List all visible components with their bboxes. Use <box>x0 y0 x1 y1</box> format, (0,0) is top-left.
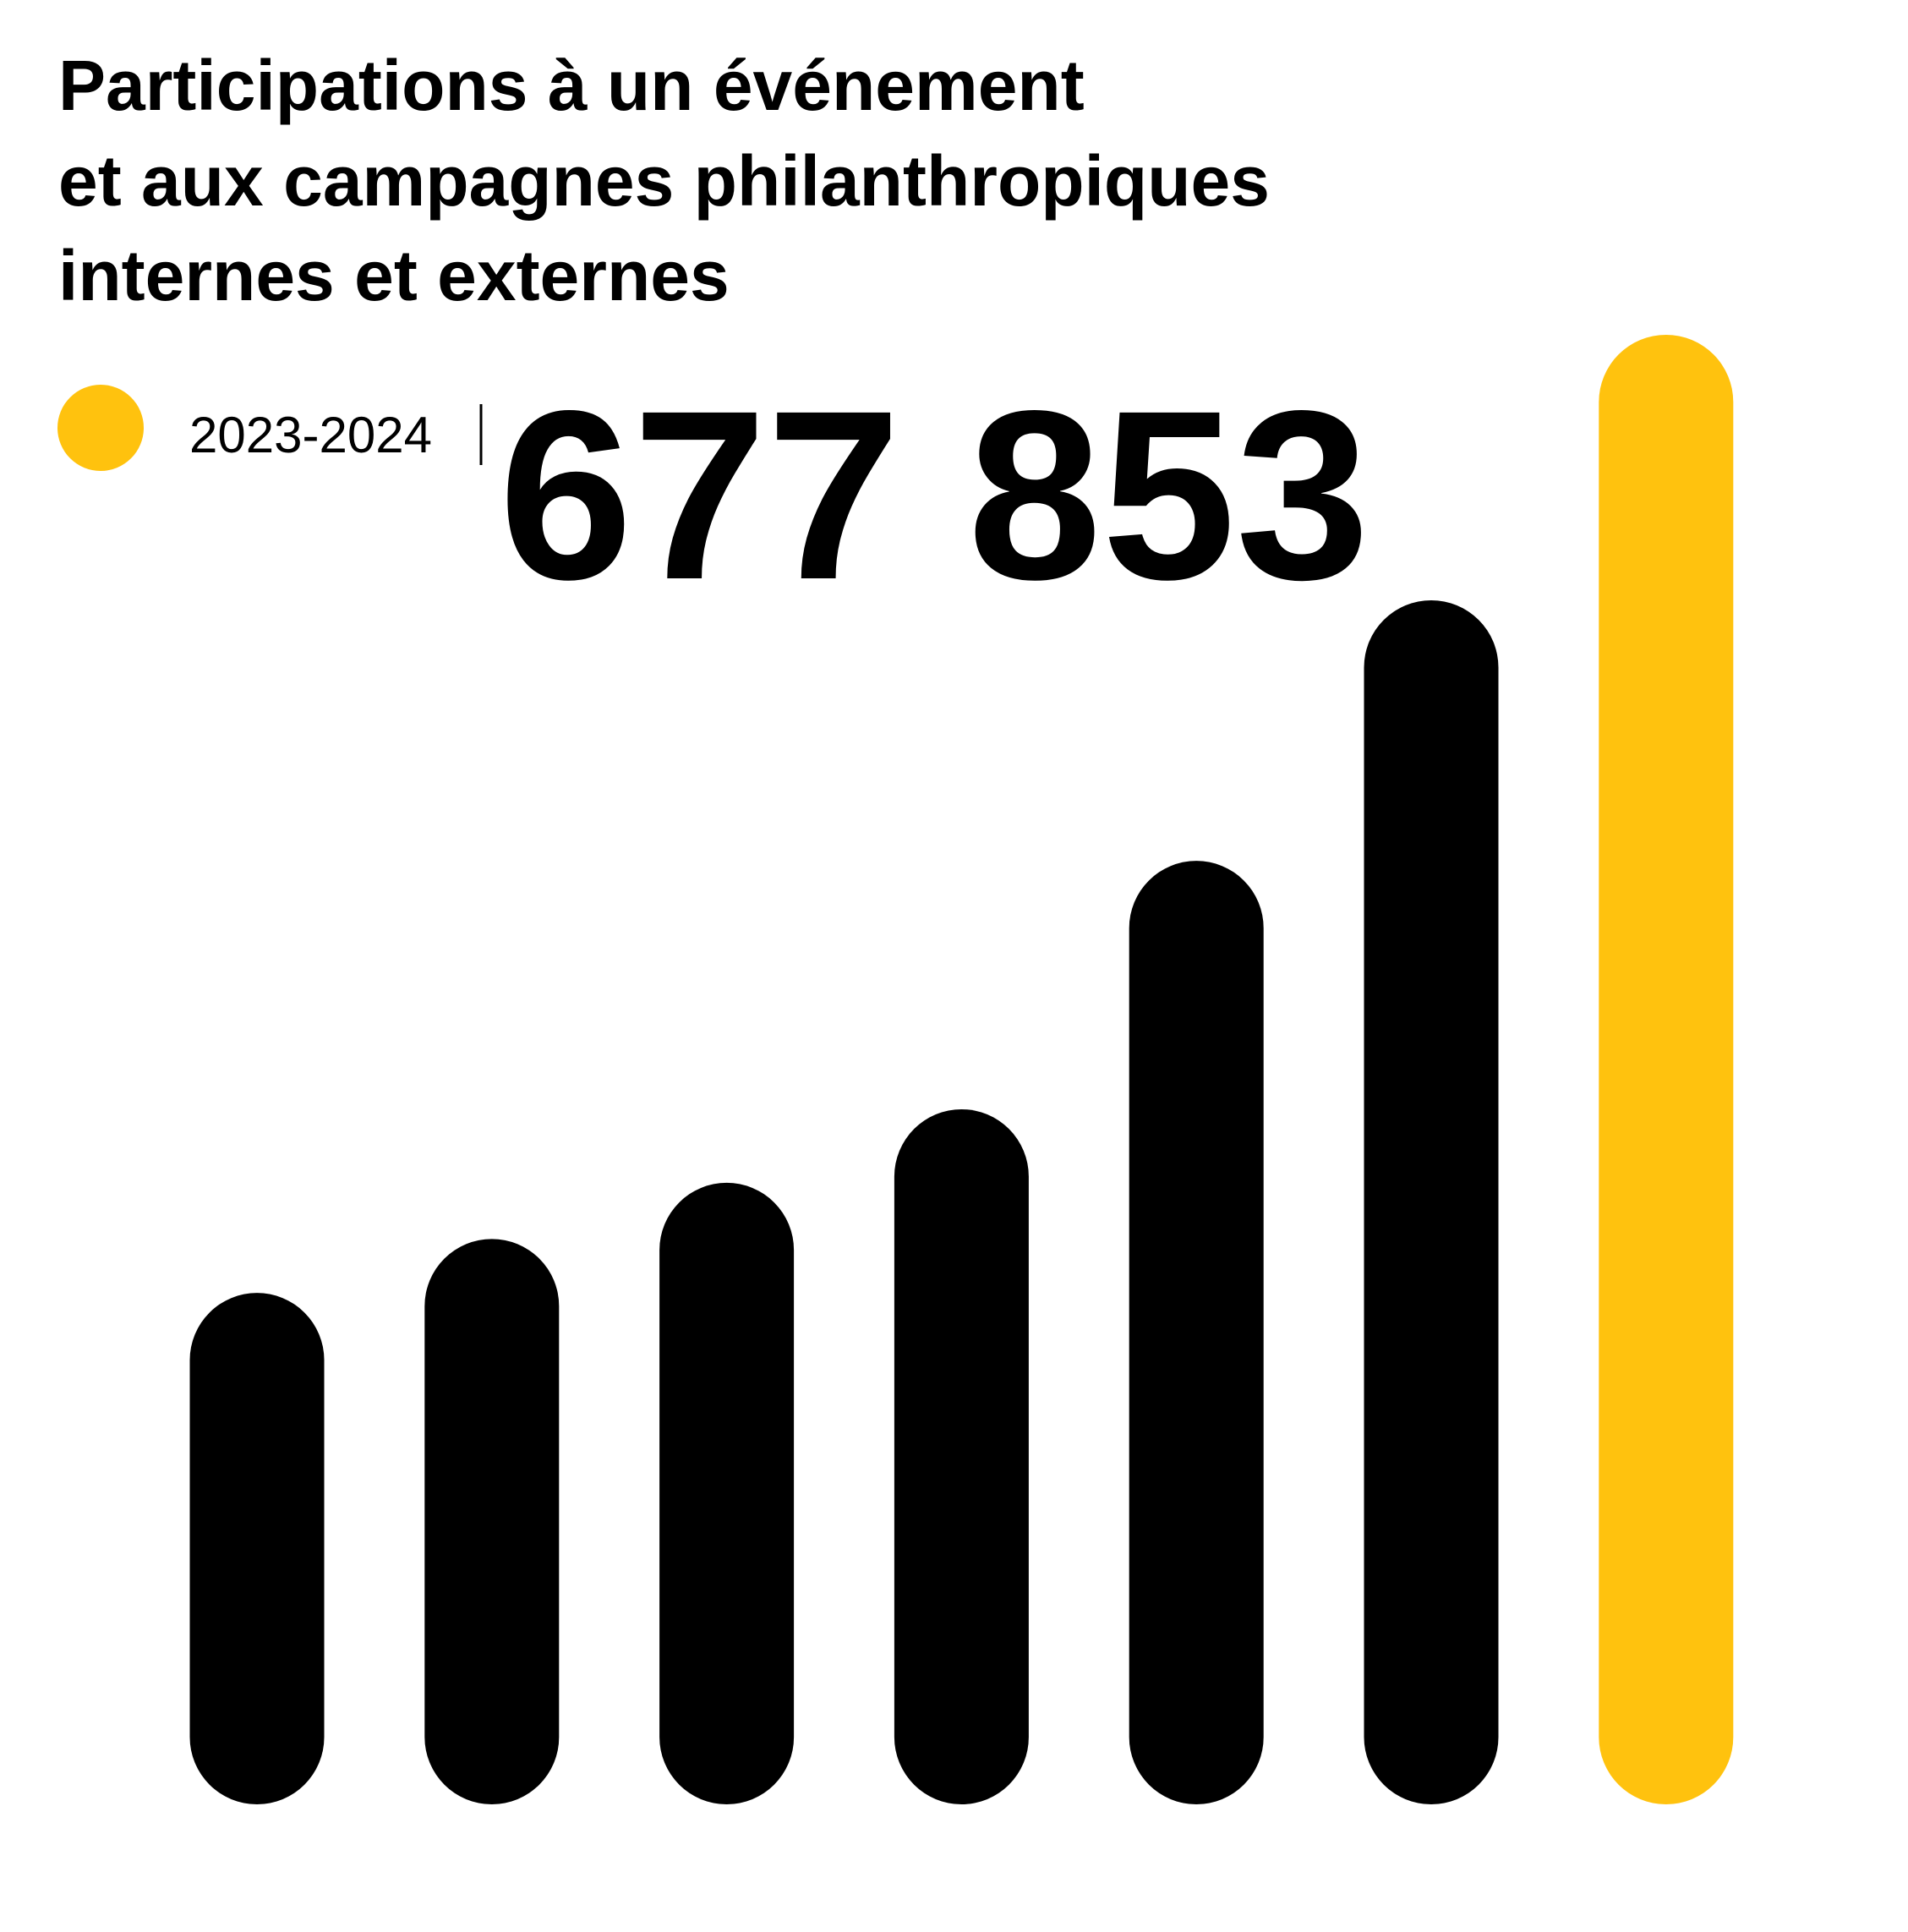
bar <box>894 1108 1029 1804</box>
bar <box>659 1182 795 1804</box>
chart-title: et aux campagnes philanthropiques <box>58 141 1270 221</box>
bar <box>1129 861 1264 1804</box>
bar <box>424 1239 560 1804</box>
bar <box>1599 335 1734 1804</box>
legend-marker <box>57 385 144 471</box>
bar <box>1364 599 1499 1804</box>
value-label: 677 853 <box>499 361 1369 630</box>
bar <box>189 1293 325 1804</box>
chart-title: Participations à un événement <box>58 46 1085 125</box>
chart-title: internes et externes <box>58 236 730 315</box>
legend-label: 2023-2024 <box>189 407 432 463</box>
